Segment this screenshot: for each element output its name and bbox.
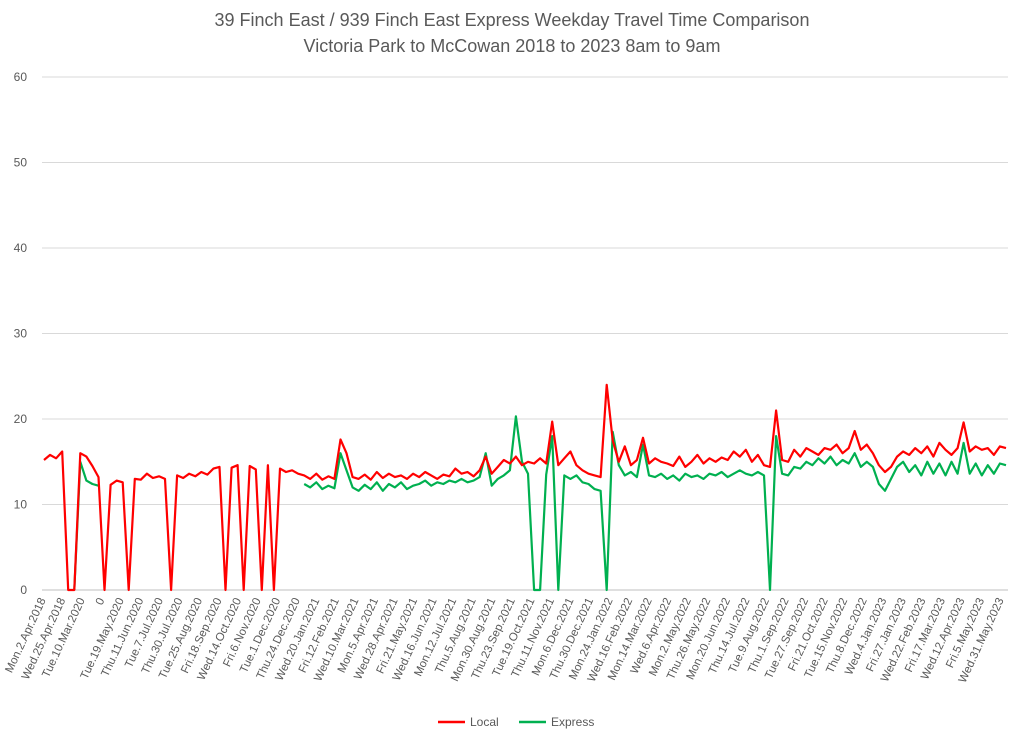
y-tick-label: 30 bbox=[14, 327, 28, 341]
legend-label-local: Local bbox=[470, 715, 499, 729]
y-tick-label: 40 bbox=[14, 241, 28, 255]
y-tick-label: 20 bbox=[14, 412, 28, 426]
legend: Local Express bbox=[438, 715, 594, 729]
gridlines bbox=[42, 76, 1008, 591]
y-axis: 0 10 20 30 40 50 60 bbox=[14, 70, 28, 597]
legend-label-express: Express bbox=[551, 715, 594, 729]
y-tick-label: 0 bbox=[20, 583, 27, 597]
series-line-express bbox=[73, 415, 1007, 592]
series-lines bbox=[43, 383, 1007, 592]
y-tick-label: 60 bbox=[14, 70, 28, 84]
chart-title-line-2: Victoria Park to McCowan 2018 to 2023 8a… bbox=[304, 36, 721, 56]
x-axis: Mon.2.Apr.2018Wed.25.Apr.2018Tue.10.Mar.… bbox=[4, 596, 1007, 685]
x-tick-label: 0 bbox=[94, 596, 108, 607]
series-line-local bbox=[43, 383, 1007, 592]
y-tick-label: 10 bbox=[14, 498, 28, 512]
chart-title-line-1: 39 Finch East / 939 Finch East Express W… bbox=[215, 10, 810, 30]
y-tick-label: 50 bbox=[14, 156, 28, 170]
